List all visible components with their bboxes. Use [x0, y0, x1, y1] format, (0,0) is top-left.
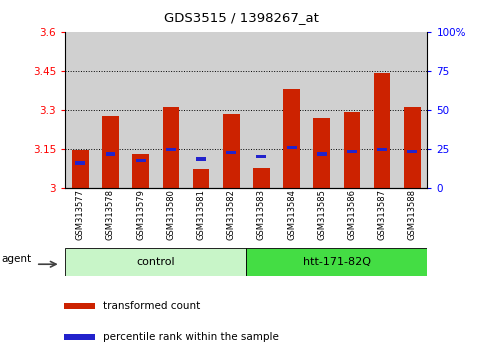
Bar: [72, 150, 88, 188]
Bar: [344, 112, 360, 188]
Bar: [256, 155, 267, 158]
Bar: [136, 159, 146, 162]
Bar: [404, 107, 421, 188]
Bar: [347, 150, 357, 153]
Bar: [163, 107, 179, 188]
Bar: [216, 32, 246, 188]
Text: percentile rank within the sample: percentile rank within the sample: [103, 332, 279, 342]
Bar: [75, 161, 85, 165]
Bar: [102, 116, 119, 188]
Bar: [156, 32, 186, 188]
Bar: [126, 32, 156, 188]
Bar: [246, 248, 427, 276]
Bar: [307, 32, 337, 188]
Text: htt-171-82Q: htt-171-82Q: [303, 257, 371, 267]
Bar: [374, 73, 390, 188]
Bar: [377, 148, 387, 151]
Bar: [64, 303, 95, 309]
Bar: [276, 32, 307, 188]
Bar: [337, 32, 367, 188]
Bar: [223, 114, 240, 188]
Bar: [65, 32, 96, 188]
Bar: [317, 152, 327, 155]
Bar: [284, 89, 300, 188]
Bar: [96, 32, 126, 188]
Text: transformed count: transformed count: [103, 301, 200, 311]
Bar: [64, 334, 95, 341]
Bar: [196, 158, 206, 161]
Bar: [105, 152, 115, 155]
Text: agent: agent: [1, 253, 31, 264]
Bar: [246, 32, 276, 188]
Bar: [186, 32, 216, 188]
Bar: [65, 248, 246, 276]
Text: control: control: [137, 257, 175, 267]
Bar: [166, 148, 176, 151]
Bar: [226, 151, 236, 154]
Bar: [397, 32, 427, 188]
Bar: [367, 32, 397, 188]
Bar: [407, 150, 417, 153]
Bar: [286, 146, 297, 149]
Bar: [193, 170, 209, 188]
Bar: [253, 168, 270, 188]
Bar: [132, 154, 149, 188]
Bar: [313, 118, 330, 188]
Text: GDS3515 / 1398267_at: GDS3515 / 1398267_at: [164, 11, 319, 24]
